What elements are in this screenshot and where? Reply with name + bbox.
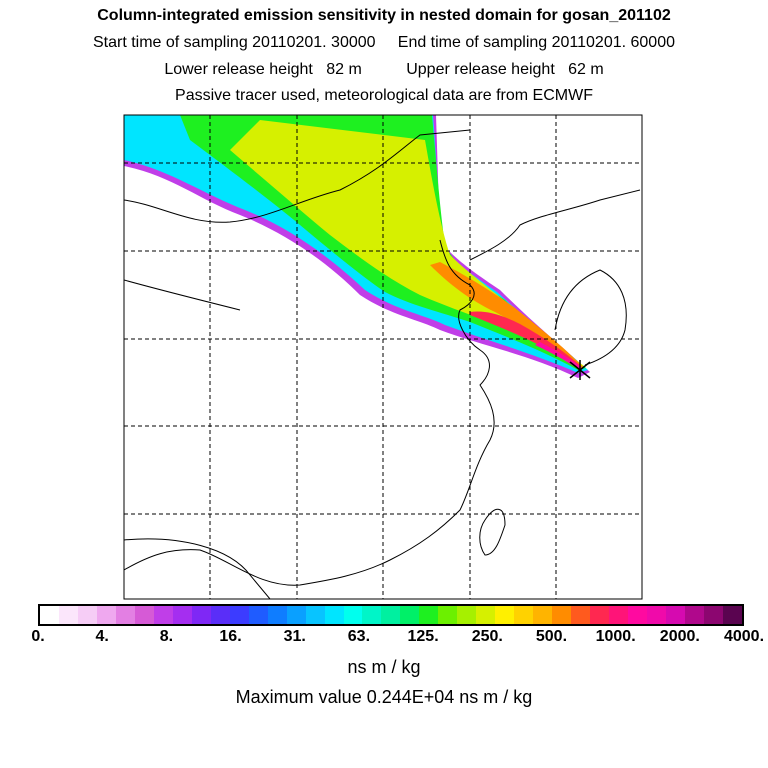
colorbar-cell [343,606,363,624]
colorbar-cell [134,606,154,624]
colorbar-cell [665,606,685,624]
colorbar-tick-label: 8. [159,628,174,645]
colorbar-cell [419,606,439,624]
colorbar [38,604,744,626]
colorbar-cell [400,606,420,624]
title: Column-integrated emission sensitivity i… [97,7,671,24]
border-inland [124,279,271,599]
plume-magenta-core [535,342,581,369]
tracer-info: Passive tracer used, meteorological data… [175,87,593,104]
colorbar-cell [210,606,230,624]
colorbar-tick-label: 31. [283,628,306,645]
colorbar-cell [58,606,78,624]
colorbar-cell [684,606,704,624]
plume-red [470,311,582,369]
colorbar-cell [609,606,629,624]
colorbar-cell [703,606,723,624]
grid-lines [124,115,642,599]
colorbar-tick-label: 2000. [659,628,700,645]
colorbar-tick-label: 0. [31,628,45,645]
colorbar-cell [115,606,135,624]
colorbar-cell [438,606,458,624]
colorbar-cell [590,606,610,624]
colorbar-cell [647,606,666,624]
colorbar-tick-label: 1000. [595,628,636,645]
colorbar-cell [476,606,496,624]
colorbar-cell [248,606,268,624]
colorbar-cell [381,606,401,624]
colorbar-tick-label: 4. [95,628,109,645]
colorbar-cell [40,606,59,624]
colorbar-cell [571,606,591,624]
colorbar-cell [77,606,97,624]
colorbar-tick-label: 500. [535,628,568,645]
sampling-times: Start time of sampling 20110201. 30000 E… [92,34,675,51]
colorbar-tick-label: 250. [471,628,503,645]
colorbar-cell [533,606,553,624]
colorbar-cell [552,606,572,624]
colorbar-cell [286,606,306,624]
colorbar-tick-label: 4000. [723,628,765,645]
colorbar-cell [514,606,534,624]
maximum-value: Maximum value 0.244E+04 ns m / kg [235,687,533,707]
release-heights: Lower release height 82 m Upper release … [164,61,604,78]
border-korea [469,189,641,366]
colorbar-cell [96,606,116,624]
colorbar-tick-label: 125. [407,628,439,645]
coastline-china [124,129,495,586]
colorbar-labels: 0. 4. 8. 16. 31. 63. 125. 250. 500. 1000. 2000. 400… [0,628,768,650]
colorbar-cell [495,606,515,624]
emission-sensitivity-map [123,114,643,600]
colorbar-cell [172,606,192,624]
colorbar-cell [457,606,477,624]
island-taiwan [479,508,506,556]
colorbar-cell [267,606,287,624]
colorbar-cell [229,606,249,624]
colorbar-cell [628,606,647,624]
colorbar-tick-label: 63. [347,628,371,645]
colorbar-cell [362,606,382,624]
colorbar-cell [305,606,325,624]
colorbar-cell [153,606,173,624]
colorbar-tick-label: 16. [219,628,242,645]
map-frame [123,114,643,600]
x-marker-icon [569,360,591,380]
colorbar-cell [722,606,742,624]
colorbar-units: ns m / kg [347,657,421,677]
colorbar-cell [324,606,344,624]
colorbar-cell [191,606,211,624]
